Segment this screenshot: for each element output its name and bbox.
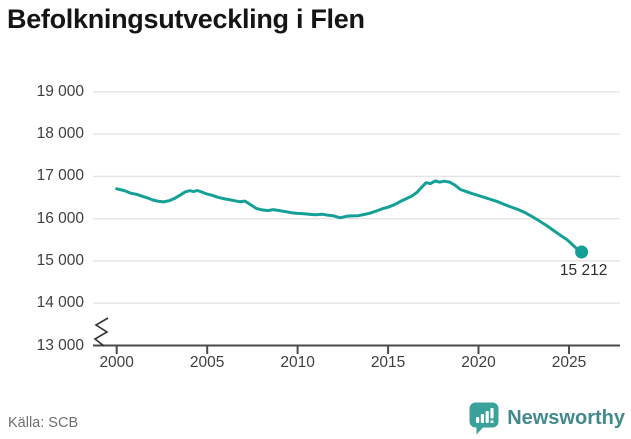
- y-tick-label: 14 000: [36, 294, 84, 312]
- latest-value-dot: [575, 245, 589, 259]
- latest-value-label: 15 212: [559, 261, 608, 279]
- chart-title: Befolkningsutveckling i Flen: [7, 4, 365, 34]
- x-tick-label: 2010: [280, 354, 315, 371]
- x-tick-label: 2020: [461, 354, 496, 371]
- axis-break-icon: [93, 317, 109, 347]
- y-tick-label: 17 000: [36, 167, 84, 185]
- source-label: Källa: SCB: [8, 415, 79, 431]
- y-tick-label: 13 000: [36, 336, 84, 354]
- population-line: [115, 179, 584, 254]
- y-tick-label: 19 000: [36, 82, 84, 100]
- newsworthy-wordmark: Newsworthy: [507, 406, 625, 429]
- x-tick-label: 2015: [370, 354, 406, 371]
- newsworthy-pin-icon: [469, 402, 499, 434]
- y-tick-label: 18 000: [36, 125, 84, 143]
- x-tick-label: 2005: [189, 354, 225, 371]
- y-tick-label: 15 000: [36, 251, 84, 269]
- x-tick-label: 2025: [551, 354, 587, 371]
- newsworthy-logo[interactable]: Newsworthy: [469, 401, 625, 435]
- x-tick-label: 2000: [99, 354, 134, 371]
- y-tick-label: 16 000: [36, 209, 84, 227]
